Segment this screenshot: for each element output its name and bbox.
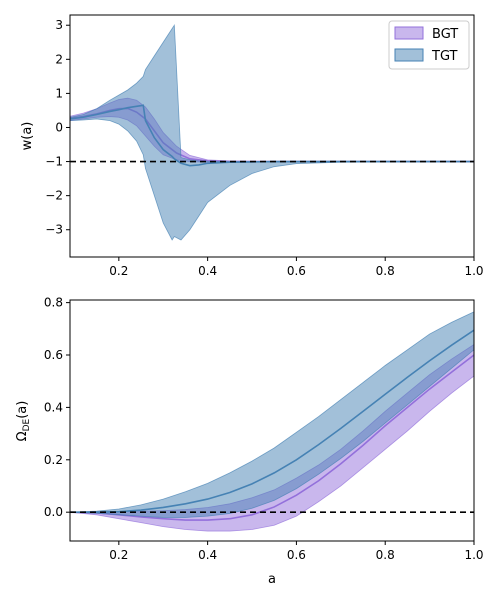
- w-mean-line-tgt: [70, 104, 474, 167]
- w-y-tick-label: −1: [45, 155, 63, 169]
- omega-x-axis-label: a: [268, 572, 276, 587]
- w-y-tick-label: 0: [55, 120, 63, 134]
- w-x-tick-label: 0.8: [376, 264, 395, 278]
- omega-mean-line-tgt: [70, 329, 474, 513]
- w-x-tick-label: 0.2: [109, 264, 128, 278]
- w-x-tick-label: 0.6: [287, 264, 306, 278]
- omega-x-ticks: 0.2 0.4 0.6 0.8 1.0: [109, 541, 484, 562]
- legend-swatch-tgt: [394, 48, 424, 62]
- omega-series-layer: [70, 311, 474, 532]
- legend-swatch-bgt: [394, 26, 424, 40]
- w-panel: 0.2 0.4 0.6 0.8 1.0 3 2 1 0 −1 −2 −3 w(a) BGT TGT: [20, 14, 484, 278]
- omega-y-tick-label: 0.8: [44, 296, 63, 310]
- omega-plot-frame: [69, 299, 475, 542]
- w-x-tick-label: 0.4: [198, 264, 217, 278]
- omega-x-tick-label: 1.0: [464, 548, 483, 562]
- omega-y-tick-label: 0.0: [44, 505, 63, 519]
- omega-x-tick-label: 0.2: [109, 548, 128, 562]
- w-y-tick-label: 3: [55, 18, 63, 32]
- w-y-tick-label: 2: [55, 52, 63, 66]
- w-y-axis-label: w(a): [20, 122, 35, 151]
- omega-band-tgt: [70, 311, 474, 518]
- w-plot-frame: [69, 14, 475, 258]
- w-y-tick-label: 1: [55, 86, 63, 100]
- omega-x-tick-label: 0.4: [198, 548, 217, 562]
- legend: BGT TGT: [388, 20, 470, 70]
- omega-x-tick-label: 0.6: [287, 548, 306, 562]
- omega-y-tick-label: 0.4: [44, 400, 63, 414]
- omega-y-axis-label: ΩDE(a): [15, 401, 32, 442]
- w-x-tick-label: 1.0: [464, 264, 483, 278]
- legend-label-tgt: TGT: [431, 49, 458, 64]
- w-y-ticks: 3 2 1 0 −1 −2 −3: [45, 18, 70, 237]
- omega-mean-line-bgt: [70, 354, 474, 521]
- omega-panel: 0.2 0.4 0.6 0.8 1.0 0.8 0.6 0.4 0.2 0.0 ΩDE(a) a: [15, 296, 484, 587]
- w-y-tick-label: −3: [45, 223, 63, 237]
- omega-y-ticks: 0.8 0.6 0.4 0.2 0.0: [44, 296, 70, 519]
- omega-y-tick-label: 0.6: [44, 348, 63, 362]
- omega-x-tick-label: 0.8: [376, 548, 395, 562]
- w-x-ticks: 0.2 0.4 0.6 0.8 1.0: [109, 257, 484, 278]
- w-y-tick-label: −2: [45, 189, 63, 203]
- legend-label-bgt: BGT: [432, 27, 458, 42]
- omega-y-tick-label: 0.2: [44, 453, 63, 467]
- w-series-layer: [70, 23, 474, 241]
